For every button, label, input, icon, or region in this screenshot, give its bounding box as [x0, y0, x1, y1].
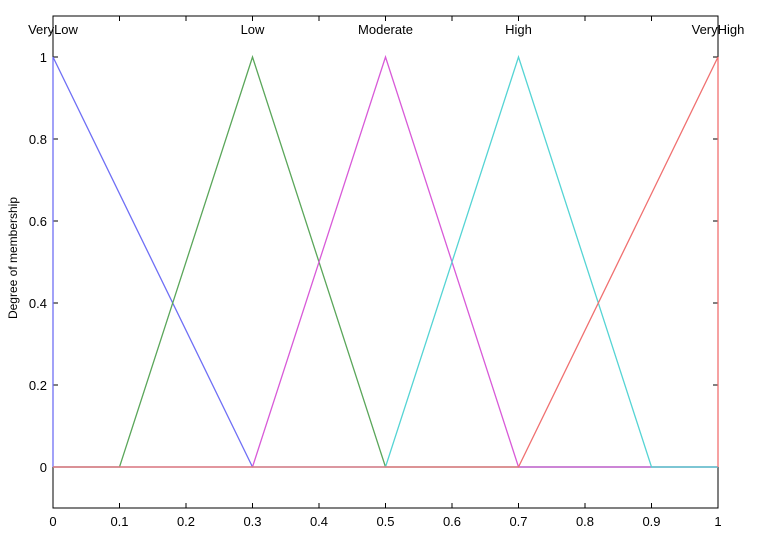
y-tick-label: 0: [40, 460, 47, 475]
y-tick-label: 0.2: [29, 378, 47, 393]
y-tick-label: 0.4: [29, 296, 47, 311]
x-tick-label: 0.3: [243, 514, 261, 529]
x-tick-label: 0.5: [376, 514, 394, 529]
series-label-verylow: VeryLow: [28, 22, 78, 37]
series-label-moderate: Moderate: [358, 22, 413, 37]
x-tick-label: 0.6: [443, 514, 461, 529]
series-label-veryhigh: VeryHigh: [692, 22, 745, 37]
y-axis-label: Degree of membership: [6, 197, 20, 319]
series-label-high: High: [505, 22, 532, 37]
x-tick-label: 0.1: [110, 514, 128, 529]
x-tick-label: 0.2: [177, 514, 195, 529]
x-tick-label: 1: [714, 514, 721, 529]
x-tick-label: 0.8: [576, 514, 594, 529]
y-axis-ticks: 0 0.2 0.4 0.6 0.8 1: [29, 50, 718, 475]
y-tick-label: 0.6: [29, 214, 47, 229]
y-tick-label: 0.8: [29, 132, 47, 147]
series-line-veryhigh: [53, 56, 719, 468]
x-axis-ticks: 0 0.1 0.2 0.3 0.4 0.5 0.6 0.7 0.8 0.9 1: [49, 16, 722, 529]
series-lines: [52, 54, 719, 468]
x-tick-label: 0: [49, 514, 56, 529]
series-labels: VeryLow Low Moderate High VeryHigh: [28, 22, 744, 37]
y-tick-label: 1: [40, 50, 47, 65]
series-label-low: Low: [241, 22, 265, 37]
x-tick-label: 0.7: [509, 514, 527, 529]
x-tick-label: 0.9: [642, 514, 660, 529]
x-tick-label: 0.4: [310, 514, 328, 529]
